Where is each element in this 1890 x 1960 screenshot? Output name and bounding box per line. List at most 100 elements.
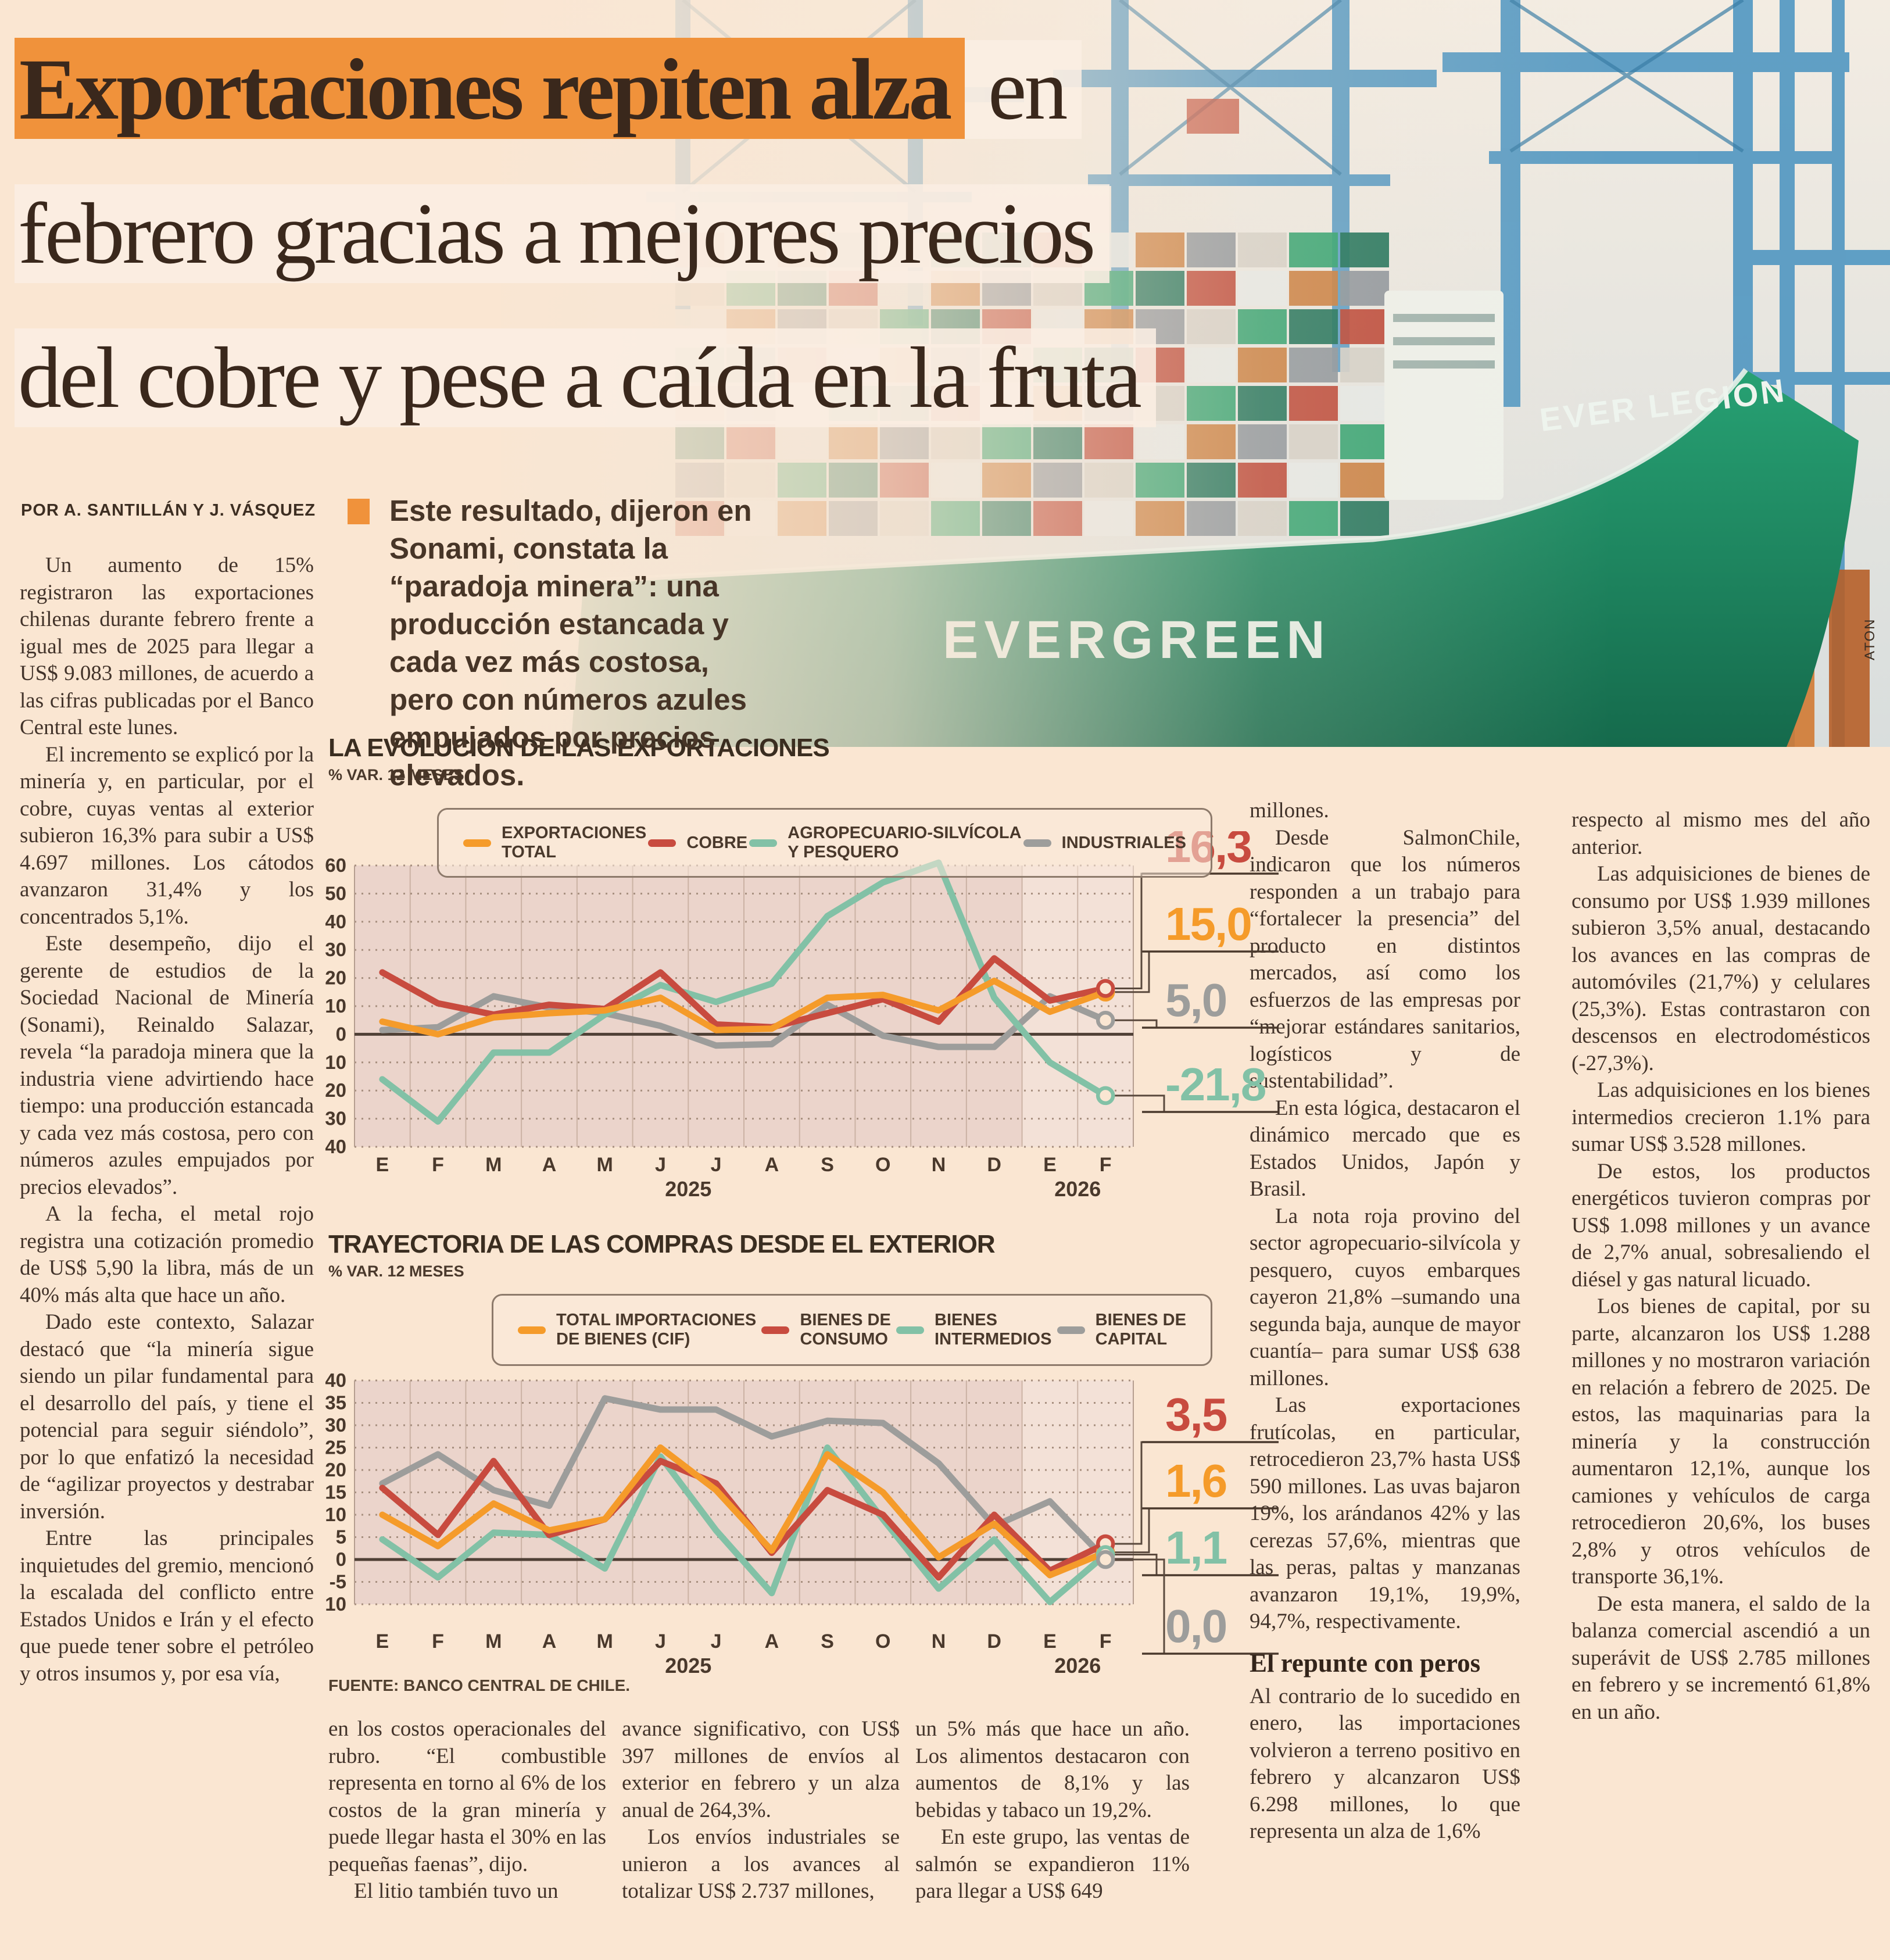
chart1-legend: EXPORTACIONES TOTAL COBRE AGROPECUARIO-SIL… [437, 808, 1212, 878]
chart2-subtitle: % VAR. 12 MESES [328, 1262, 464, 1280]
svg-text:-10: -10 [325, 1593, 346, 1615]
bottom-column-2: avance significativo, con US$ 397 millon… [622, 1716, 900, 1960]
svg-text:E: E [1043, 1630, 1057, 1653]
chart2-title: TRAYECTORIA DE LAS COMPRAS DESDE EL EXTE… [328, 1230, 996, 1258]
chart1-exports-evolution: -40-30-20-100102030405060EFMAMJJASONDEF2… [318, 820, 1290, 1215]
svg-text:-21,8: -21,8 [1165, 1058, 1266, 1110]
legend-label: BIENES INTERMEDIOS [935, 1311, 1052, 1349]
legend-dash-icon [648, 839, 676, 847]
svg-text:5: 5 [336, 1526, 346, 1548]
svg-text:-30: -30 [325, 1108, 346, 1129]
svg-text:10: 10 [325, 1504, 346, 1525]
legend-item: AGROPECUARIO-SILVÍCOLA Y PESQUERO [749, 824, 1022, 862]
article-column-3: millones. Desde SalmonChile, indicaron qu… [1250, 797, 1520, 1960]
svg-text:3,5: 3,5 [1165, 1389, 1227, 1440]
paragraph: Dado este contexto, Salazar destacó que … [20, 1310, 314, 1523]
paragraph: Las adquisiciones de bienes de consumo p… [1572, 862, 1870, 1075]
paragraph: Las exportaciones frutícolas, en particu… [1250, 1393, 1520, 1633]
svg-text:2025: 2025 [665, 1177, 711, 1201]
svg-text:A: A [765, 1630, 779, 1653]
legend-label: TOTAL IMPORTACIONES DE BIENES (CIF) [556, 1311, 757, 1349]
svg-text:O: O [875, 1154, 890, 1176]
svg-text:A: A [765, 1154, 779, 1176]
legend-label: INDUSTRIALES [1061, 833, 1186, 852]
bottom-column-3: un 5% más que hace un año. Los alimentos… [915, 1716, 1190, 1960]
paragraph: El incremento se explicó por la minería … [20, 742, 314, 929]
svg-text:0: 0 [336, 1023, 346, 1045]
svg-text:E: E [376, 1154, 389, 1176]
headline-highlight: Exportaciones repiten alza [15, 38, 965, 139]
svg-text:F: F [1100, 1630, 1112, 1653]
paragraph: De estos, los productos energéticos tuvi… [1572, 1159, 1870, 1292]
svg-text:-20: -20 [325, 1079, 346, 1101]
svg-text:0: 0 [336, 1548, 346, 1570]
headline-line1-rest: en [965, 40, 1082, 139]
svg-text:0,0: 0,0 [1165, 1600, 1226, 1652]
paragraph: avance significativo, con US$ 397 millon… [622, 1717, 900, 1822]
svg-text:F: F [1100, 1154, 1112, 1176]
legend-dash-icon [896, 1326, 925, 1334]
chart-source: FUENTE: BANCO CENTRAL DE CHILE. [328, 1676, 631, 1694]
article-column-1: Un aumento de 15% registraron las export… [20, 552, 314, 1959]
chart2-imports-trajectory: -10-50510152025303540EFMAMJJASONDEF20252… [318, 1331, 1290, 1715]
column-3-top: millones. Desde SalmonChile, indicaron qu… [1250, 797, 1520, 1636]
paragraph: Este desempeño, dijo el gerente de estud… [20, 932, 314, 1199]
svg-text:30: 30 [325, 939, 346, 960]
svg-text:20: 20 [325, 1459, 346, 1480]
svg-text:25: 25 [325, 1437, 346, 1458]
svg-text:30: 30 [325, 1414, 346, 1436]
subhead-repunte: El repunte con peros [1250, 1648, 1481, 1678]
svg-text:40: 40 [325, 911, 346, 932]
svg-text:J: J [711, 1154, 722, 1176]
headline-line3: del cobre y pese a caída en la fruta [15, 306, 1421, 450]
lead-summary: Este resultado, dijeron en Sonami, const… [348, 492, 764, 794]
svg-text:S: S [821, 1630, 834, 1653]
svg-text:15,0: 15,0 [1165, 898, 1251, 950]
svg-text:D: D [987, 1154, 1001, 1176]
headline-line2: febrero gracias a mejores precios [15, 162, 1421, 306]
paragraph: En esta lógica, destacaron el dinámico m… [1250, 1096, 1520, 1201]
svg-text:J: J [655, 1630, 666, 1653]
svg-text:2025: 2025 [665, 1654, 711, 1678]
paragraph: De esta manera, el saldo de la balanza c… [1572, 1591, 1870, 1724]
paragraph: millones. [1250, 799, 1329, 822]
svg-text:A: A [542, 1630, 557, 1653]
svg-text:J: J [655, 1154, 666, 1176]
svg-text:E: E [376, 1630, 389, 1653]
paragraph: un 5% más que hace un año. Los alimentos… [915, 1717, 1190, 1822]
svg-text:F: F [432, 1630, 444, 1653]
headline: Exportaciones repiten alza en febrero gr… [15, 17, 1421, 450]
svg-text:35: 35 [325, 1392, 346, 1414]
paragraph: Los bienes de capital, por su parte, alc… [1572, 1294, 1870, 1589]
paragraph: La nota roja provino del sector agropecu… [1250, 1204, 1520, 1390]
paragraph: en los costos operacionales del rubro. “… [328, 1717, 606, 1876]
legend-dash-icon [463, 839, 491, 847]
legend-item: EXPORTACIONES TOTAL [463, 824, 646, 862]
headline-line1: Exportaciones repiten alza en [15, 17, 1421, 162]
paragraph: Desde SalmonChile, indicaron que los núm… [1250, 825, 1520, 1093]
svg-text:2026: 2026 [1054, 1654, 1101, 1678]
svg-text:S: S [821, 1154, 834, 1176]
paragraph: Las adquisiciones en los bienes intermed… [1572, 1078, 1870, 1156]
svg-text:1,1: 1,1 [1165, 1522, 1227, 1573]
legend-label: BIENES DE CAPITAL [1095, 1311, 1186, 1349]
svg-text:O: O [875, 1630, 890, 1653]
legend-dash-icon [749, 839, 778, 847]
svg-text:-10: -10 [325, 1051, 346, 1073]
legend-item: TOTAL IMPORTACIONES DE BIENES (CIF) [518, 1311, 756, 1349]
legend-item: BIENES DE CAPITAL [1057, 1311, 1186, 1349]
paragraph: Los envíos industriales se unieron a los… [622, 1825, 900, 1903]
byline: POR A. SANTILLÁN Y J. VÁSQUEZ [21, 501, 316, 520]
svg-text:M: M [485, 1154, 502, 1176]
legend-dash-icon [1023, 839, 1051, 847]
svg-text:20: 20 [325, 967, 346, 989]
svg-text:M: M [485, 1630, 502, 1653]
chart1-subtitle: % VAR. 12 MESES [328, 766, 464, 784]
legend-item: BIENES DE CONSUMO [761, 1311, 891, 1349]
legend-label: BIENES DE CONSUMO [800, 1311, 891, 1349]
bottom-column-1: en los costos operacionales del rubro. “… [328, 1716, 606, 1960]
paragraph: respecto al mismo mes del año anterior. [1572, 808, 1870, 859]
svg-text:15: 15 [325, 1482, 346, 1503]
svg-text:J: J [711, 1630, 722, 1653]
